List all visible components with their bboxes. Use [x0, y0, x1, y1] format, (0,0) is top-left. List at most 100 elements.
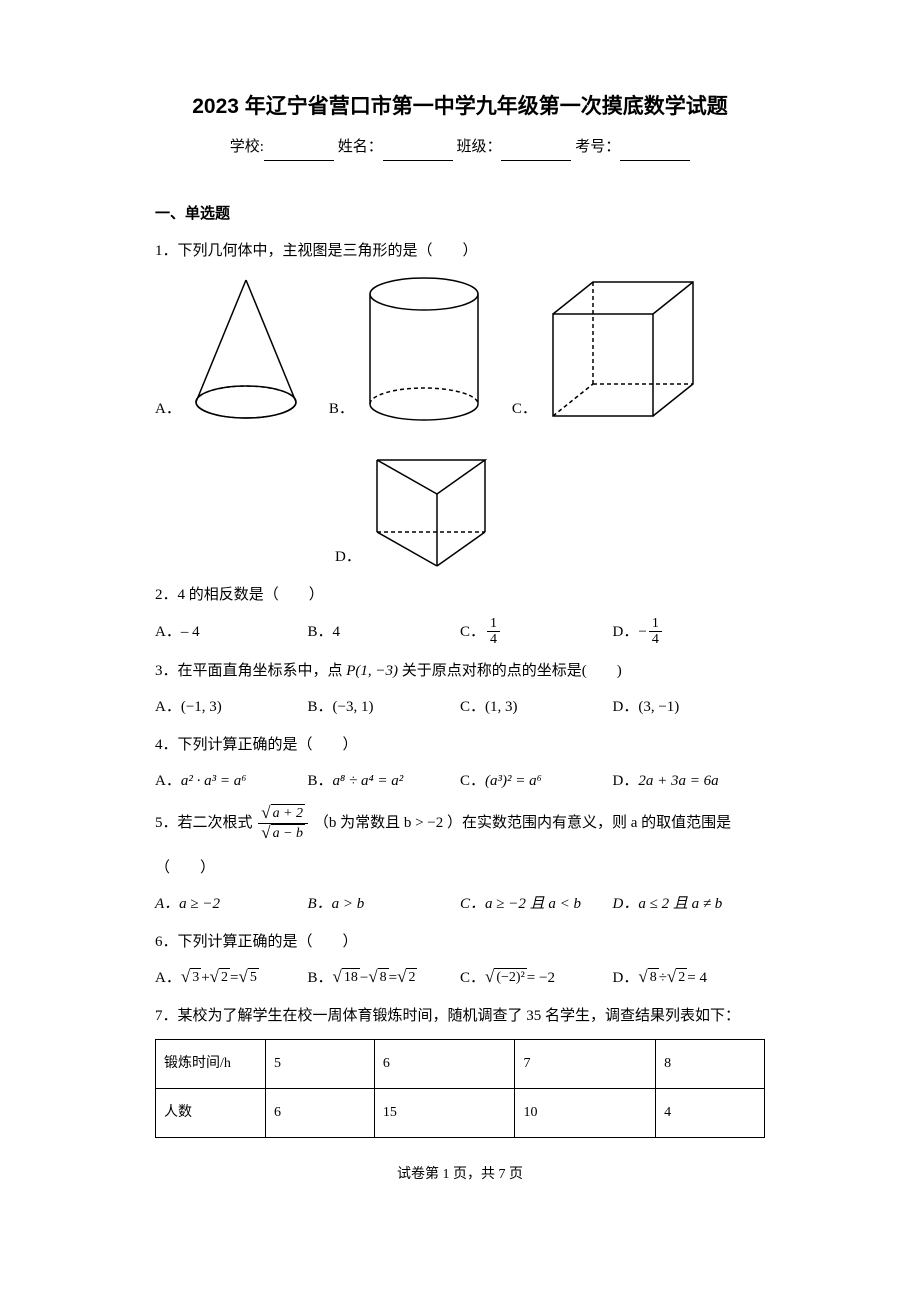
exam-title: 2023 年辽宁省营口市第一中学九年级第一次摸底数学试题: [155, 88, 765, 126]
q5-a: A．a ≥ −2: [155, 889, 308, 919]
q6-b: B． √18 − √8 = √2: [308, 963, 461, 993]
q1-d-label: D．: [335, 542, 361, 572]
q7-r1c3: 6: [374, 1039, 515, 1088]
q3-d: D．(3, −1): [613, 692, 766, 722]
q6-b-r2: 8: [378, 968, 389, 987]
q6-a-eq: =: [230, 963, 238, 993]
q7-r2c3: 15: [374, 1088, 515, 1137]
question-4: 4．下列计算正确的是（ ） A．a² · a³ = a⁶ B．a⁸ ÷ a⁴ =…: [155, 730, 765, 796]
q6-a-sqrt3: √5: [238, 968, 258, 987]
q7-r1c5: 8: [656, 1039, 765, 1088]
q3-point: P(1, −3): [346, 663, 398, 679]
q7-r2c1: 人数: [156, 1088, 266, 1137]
q6-a: A． √3 + √2 = √5: [155, 963, 308, 993]
question-1: 1．下列几何体中，主视图是三角形的是（ ） A． B． C．: [155, 236, 765, 572]
q7-r1c2: 5: [266, 1039, 375, 1088]
q6-choices: A． √3 + √2 = √5 B． √18 − √8 = √2 C． √(−2…: [155, 963, 765, 993]
q3-post: 关于原点对称的点的坐标是( ): [402, 663, 622, 679]
cube-icon: [543, 274, 701, 424]
name-blank: [383, 143, 453, 161]
examno-blank: [620, 143, 690, 161]
q6-b-sqrt3: √2: [397, 968, 417, 987]
cylinder-icon: [360, 272, 488, 424]
q4-a-math: a² · a³ = a⁶: [181, 766, 247, 796]
q6-c-eq: = −2: [527, 963, 555, 993]
school-label: 学校:: [230, 139, 264, 155]
q2-c: C． 1 4: [460, 616, 613, 648]
q4-d-label: D．: [613, 766, 639, 796]
q2-d-neg: −: [638, 617, 646, 647]
q5-line1: 5．若二次根式 √a + 2 √a − b （b 为常数且 b > −2 ）在实…: [155, 804, 765, 843]
q6-c-sqrt: √(−2)²: [485, 968, 527, 987]
prism-icon: [367, 432, 497, 572]
q4-d: D．2a + 3a = 6a: [613, 766, 766, 796]
q4-b-label: B．: [308, 766, 333, 796]
q1-a-label: A．: [155, 394, 181, 424]
q3-b: B．(−3, 1): [308, 692, 461, 722]
q2-d-label: D．: [613, 617, 639, 647]
q6-d-r2: 2: [676, 968, 687, 987]
q2-c-den: 4: [487, 631, 500, 647]
q2-d: D． − 1 4: [613, 616, 766, 648]
q7-r1c1: 锻炼时间/h: [156, 1039, 266, 1088]
q2-d-frac: 1 4: [649, 616, 662, 648]
q5-paren: （ ）: [155, 853, 765, 883]
q6-b-r3: 2: [406, 968, 417, 987]
q1-choice-d: D．: [335, 432, 497, 572]
q6-a-sqrt2: √2: [210, 968, 230, 987]
q3-text: 3．在平面直角坐标系中，点 P(1, −3) 关于原点对称的点的坐标是( ): [155, 656, 765, 686]
q5-choices: A．a ≥ −2 B．a > b C．a ≥ −2 且 a < b D．a ≤ …: [155, 889, 765, 919]
q2-c-frac: 1 4: [487, 616, 500, 648]
q4-c: C．(a³)² = a⁶: [460, 766, 613, 796]
student-info-line: 学校: 姓名： 班级： 考号：: [155, 134, 765, 161]
q6-d-sqrt2: √2: [667, 968, 687, 987]
q6-a-r1: 3: [190, 968, 201, 987]
q5-num: √a + 2: [258, 804, 308, 823]
q3-c: C．(1, 3): [460, 692, 613, 722]
q2-c-label: C．: [460, 617, 485, 647]
question-6: 6．下列计算正确的是（ ） A． √3 + √2 = √5 B． √18 − √…: [155, 927, 765, 993]
q1-choice-d-row: D．: [335, 432, 765, 572]
q2-a: A．– 4: [155, 616, 308, 648]
q4-d-math: 2a + 3a = 6a: [638, 766, 718, 796]
q5-den-rad: a − b: [271, 824, 305, 843]
q4-a: A．a² · a³ = a⁶: [155, 766, 308, 796]
q6-d: D． √8 ÷ √2 = 4: [613, 963, 766, 993]
q6-b-eq: =: [389, 963, 397, 993]
q3-choices: A．(−1, 3) B．(−3, 1) C．(1, 3) D．(3, −1): [155, 692, 765, 722]
q1-choice-b: B．: [329, 272, 488, 424]
q5-d: D．a ≤ 2 且 a ≠ b: [613, 889, 766, 919]
q6-a-r3: 5: [248, 968, 259, 987]
q6-b-r1: 18: [342, 968, 360, 987]
q6-c-label: C．: [460, 963, 485, 993]
q6-b-label: B．: [308, 963, 333, 993]
q6-b-minus: −: [360, 963, 368, 993]
examno-label: 考号：: [575, 139, 620, 155]
q4-c-label: C．: [460, 766, 485, 796]
q2-choices: A．– 4 B．4 C． 1 4 D． − 1 4: [155, 616, 765, 648]
q6-b-sqrt2: √8: [368, 968, 388, 987]
q5-mid: （b 为常数且 b > −2 ）在实数范围内有意义，则 a 的取值范围是: [314, 815, 731, 831]
q4-b: B．a⁸ ÷ a⁴ = a²: [308, 766, 461, 796]
q2-d-den: 4: [649, 631, 662, 647]
q5-frac: √a + 2 √a − b: [258, 804, 308, 843]
q3-a: A．(−1, 3): [155, 692, 308, 722]
q7-text: 7．某校为了解学生在校一周体育锻炼时间，随机调查了 35 名学生，调查结果列表如…: [155, 1001, 765, 1031]
q7-table: 锻炼时间/h 5 6 7 8 人数 6 15 10 4: [155, 1039, 765, 1138]
q7-r2c5: 4: [656, 1088, 765, 1137]
name-label: 姓名：: [338, 139, 383, 155]
q4-a-label: A．: [155, 766, 181, 796]
q2-d-num: 1: [649, 616, 662, 631]
question-7: 7．某校为了解学生在校一周体育锻炼时间，随机调查了 35 名学生，调查结果列表如…: [155, 1001, 765, 1138]
q1-c-label: C．: [512, 394, 537, 424]
q1-text: 1．下列几何体中，主视图是三角形的是（ ）: [155, 236, 765, 266]
q6-b-sqrt1: √18: [333, 968, 360, 987]
q6-d-r1: 8: [648, 968, 659, 987]
q7-r2c2: 6: [266, 1088, 375, 1137]
cone-icon: [187, 274, 305, 424]
class-label: 班级：: [456, 139, 501, 155]
q5-b: B．a > b: [308, 889, 461, 919]
q1-b-label: B．: [329, 394, 354, 424]
q4-b-math: a⁸ ÷ a⁴ = a²: [333, 766, 404, 796]
q6-c: C． √(−2)² = −2: [460, 963, 613, 993]
